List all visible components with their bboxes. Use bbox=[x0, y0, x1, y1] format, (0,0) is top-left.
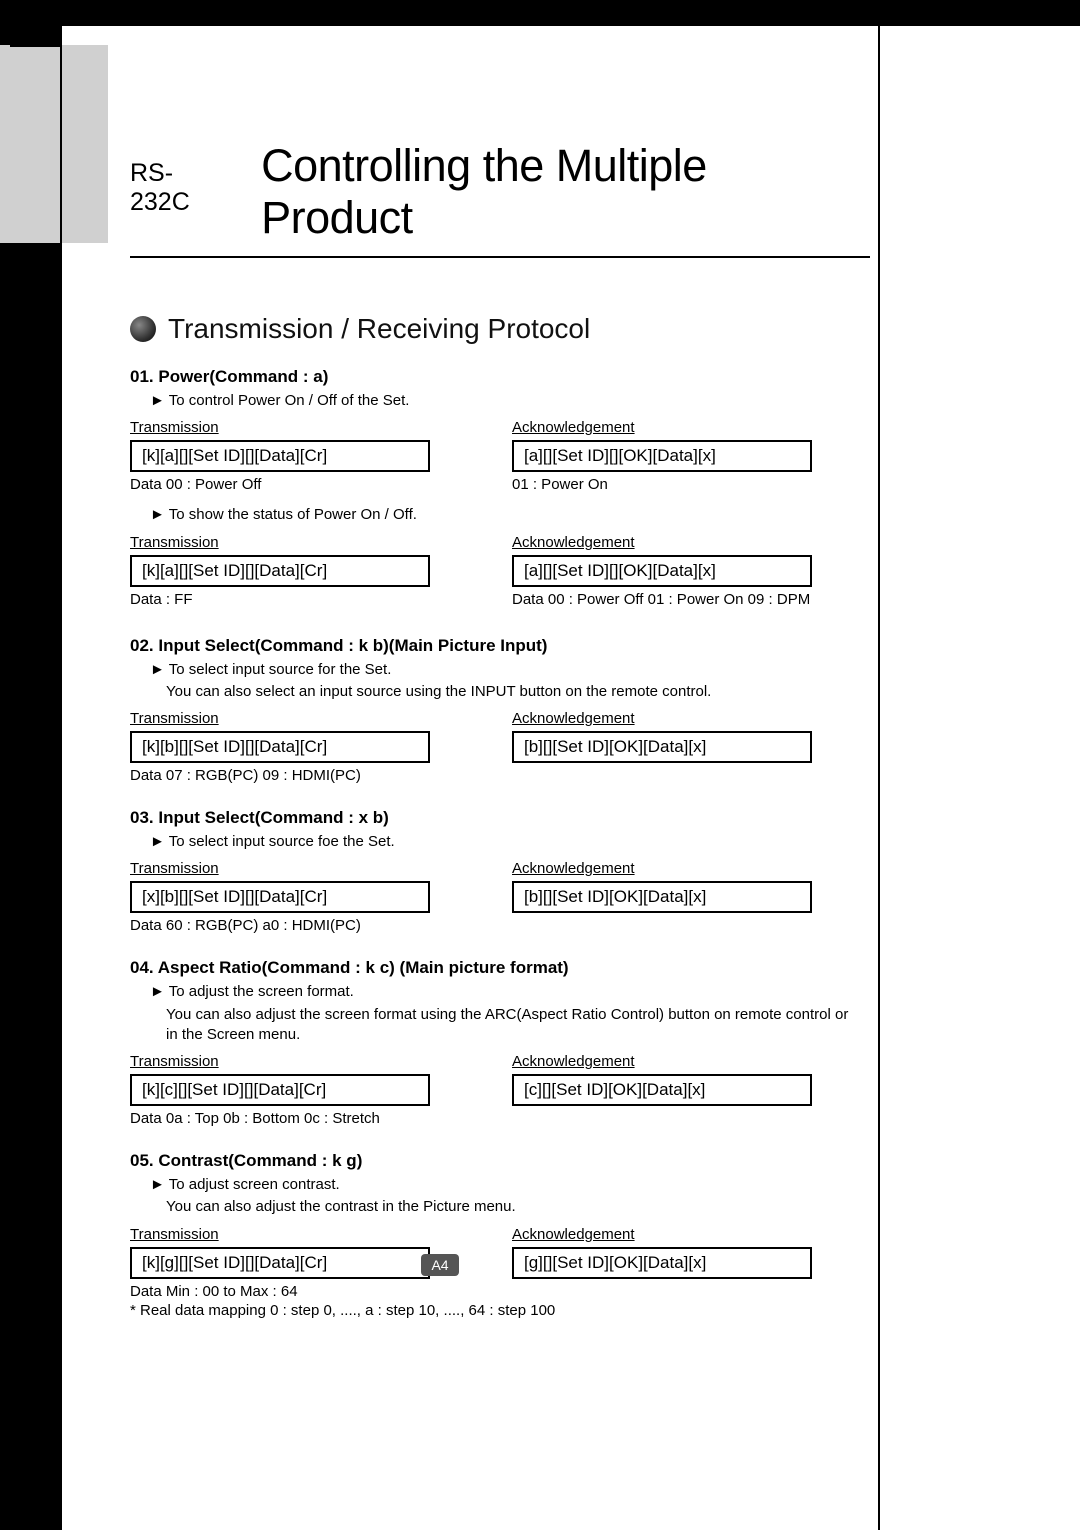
page-border-right bbox=[878, 0, 880, 1530]
section-label: RS-232C bbox=[130, 159, 231, 217]
cmd-desc2: You can also adjust the contrast in the … bbox=[166, 1197, 860, 1217]
title-underline bbox=[130, 256, 870, 258]
page-content: RS-232C Controlling the Multiple Product… bbox=[130, 140, 860, 1337]
cmd-title: 03. Input Select(Command : x b) bbox=[130, 808, 860, 828]
tx-ack-row: Transmission [k][b][][Set ID][][Data][Cr… bbox=[130, 710, 860, 786]
page-number-container: A4 bbox=[0, 1254, 880, 1276]
data-note: Data 07 : RGB(PC) 09 : HDMI(PC) bbox=[130, 767, 478, 784]
page-border-left bbox=[60, 0, 62, 1530]
footnote: * Real data mapping 0 : step 0, ...., a … bbox=[130, 1302, 860, 1319]
title-row: RS-232C Controlling the Multiple Product bbox=[130, 140, 860, 244]
tx-box: [k][c][][Set ID][][Data][Cr] bbox=[130, 1074, 430, 1106]
data-note: Data 0a : Top 0b : Bottom 0c : Stretch bbox=[130, 1110, 478, 1127]
tx-ack-row: Transmission [x][b][][Set ID][][Data][Cr… bbox=[130, 860, 860, 936]
ack-note: 01 : Power On bbox=[512, 476, 860, 493]
ack-note: Data 00 : Power Off 01 : Power On 09 : D… bbox=[512, 591, 860, 608]
ack-box: [a][][Set ID][][OK][Data][x] bbox=[512, 440, 812, 472]
label-ack: Acknowledgement bbox=[512, 1053, 635, 1070]
data-note: Data Min : 00 to Max : 64 bbox=[130, 1283, 478, 1300]
command-02: 02. Input Select(Command : k b)(Main Pic… bbox=[130, 636, 860, 787]
cmd-desc: ► To control Power On / Off of the Set. bbox=[150, 391, 860, 411]
command-04: 04. Aspect Ratio(Command : k c) (Main pi… bbox=[130, 958, 860, 1129]
label-transmission: Transmission bbox=[130, 1053, 219, 1070]
tx-box: [k][a][][Set ID][][Data][Cr] bbox=[130, 440, 430, 472]
cmd-desc: ► To adjust screen contrast. bbox=[150, 1175, 860, 1195]
data-note: Data 00 : Power Off bbox=[130, 476, 478, 493]
label-ack: Acknowledgement bbox=[512, 419, 635, 436]
cmd-desc2: You can also select an input source usin… bbox=[166, 682, 860, 702]
protocol-header: Transmission / Receiving Protocol bbox=[130, 313, 860, 345]
top-black-strip bbox=[0, 0, 1080, 26]
cmd-title: 05. Contrast(Command : k g) bbox=[130, 1151, 860, 1171]
page-number: A4 bbox=[421, 1254, 458, 1276]
label-transmission: Transmission bbox=[130, 419, 219, 436]
label-ack: Acknowledgement bbox=[512, 710, 635, 727]
command-05: 05. Contrast(Command : k g) ► To adjust … bbox=[130, 1151, 860, 1319]
status-desc: ► To show the status of Power On / Off. bbox=[150, 505, 860, 525]
command-01: 01. Power(Command : a) ► To control Powe… bbox=[130, 367, 860, 610]
tx-ack-row: Transmission [k][c][][Set ID][][Data][Cr… bbox=[130, 1053, 860, 1129]
ack-box: [c][][Set ID][OK][Data][x] bbox=[512, 1074, 812, 1106]
cmd-desc: ► To adjust the screen format. bbox=[150, 982, 860, 1002]
cmd-desc2: You can also adjust the screen format us… bbox=[166, 1005, 860, 1046]
ack-box: [b][][Set ID][OK][Data][x] bbox=[512, 881, 812, 913]
ack-box: [b][][Set ID][OK][Data][x] bbox=[512, 731, 812, 763]
label-transmission: Transmission bbox=[130, 534, 219, 551]
top-tick-mark bbox=[10, 44, 60, 47]
tx-ack-row-2: Transmission [k][a][][Set ID][][Data][Cr… bbox=[130, 534, 860, 610]
label-transmission: Transmission bbox=[130, 710, 219, 727]
ack-box: [a][][Set ID][][OK][Data][x] bbox=[512, 555, 812, 587]
protocol-title: Transmission / Receiving Protocol bbox=[168, 313, 590, 345]
label-ack: Acknowledgement bbox=[512, 860, 635, 877]
cmd-title: 01. Power(Command : a) bbox=[130, 367, 860, 387]
label-transmission: Transmission bbox=[130, 1226, 219, 1243]
corner-gray-block bbox=[0, 45, 108, 243]
cmd-desc: ► To select input source for the Set. bbox=[150, 660, 860, 680]
tx-box: [k][a][][Set ID][][Data][Cr] bbox=[130, 555, 430, 587]
data-note: Data 60 : RGB(PC) a0 : HDMI(PC) bbox=[130, 917, 478, 934]
tx-box: [k][b][][Set ID][][Data][Cr] bbox=[130, 731, 430, 763]
cmd-title: 02. Input Select(Command : k b)(Main Pic… bbox=[130, 636, 860, 656]
tx-box: [x][b][][Set ID][][Data][Cr] bbox=[130, 881, 430, 913]
command-03: 03. Input Select(Command : x b) ► To sel… bbox=[130, 808, 860, 936]
cmd-desc: ► To select input source foe the Set. bbox=[150, 832, 860, 852]
data-note: Data : FF bbox=[130, 591, 478, 608]
page-title: Controlling the Multiple Product bbox=[261, 140, 860, 244]
bullet-icon bbox=[130, 316, 156, 342]
label-transmission: Transmission bbox=[130, 860, 219, 877]
label-ack: Acknowledgement bbox=[512, 534, 635, 551]
cmd-title: 04. Aspect Ratio(Command : k c) (Main pi… bbox=[130, 958, 860, 978]
label-ack: Acknowledgement bbox=[512, 1226, 635, 1243]
tx-ack-row: Transmission [k][a][][Set ID][][Data][Cr… bbox=[130, 419, 860, 495]
